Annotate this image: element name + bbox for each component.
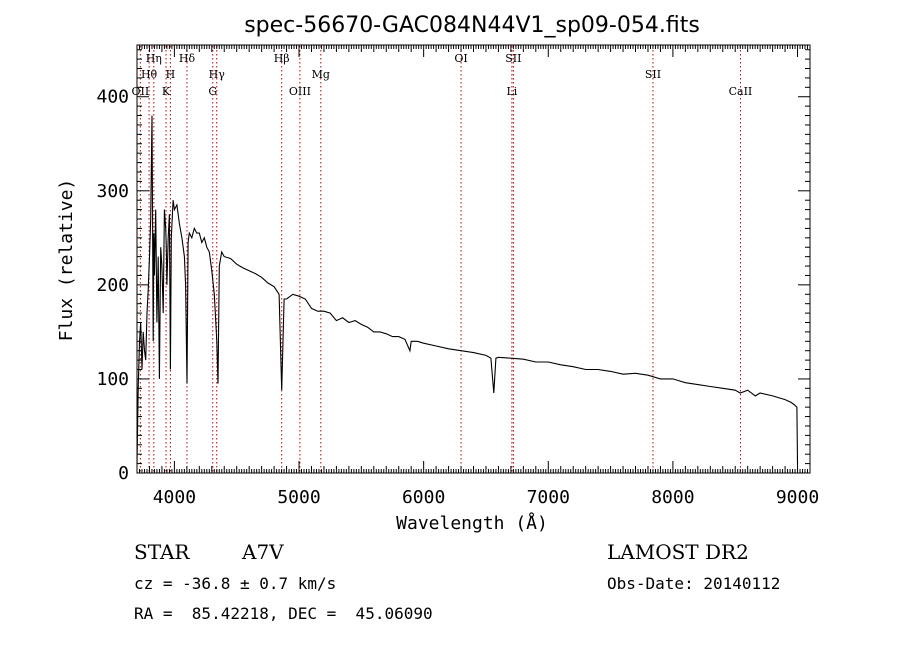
spectral-line-label: OII bbox=[132, 85, 150, 98]
spectral-line-label: OI bbox=[454, 52, 467, 65]
spectrum-line bbox=[136, 115, 799, 464]
spectral-line-label: Hθ bbox=[141, 68, 158, 81]
y-tick-label: 200 bbox=[96, 275, 129, 296]
y-tick-label: 100 bbox=[96, 369, 129, 390]
spectral-line-label: G bbox=[208, 85, 217, 98]
x-tick-label: 8000 bbox=[651, 487, 694, 508]
spectral-line-label: H bbox=[166, 68, 176, 81]
survey-name: LAMOST DR2 bbox=[607, 540, 749, 564]
y-tick-label: 400 bbox=[96, 87, 129, 108]
spectral-line-label: Hδ bbox=[179, 52, 196, 65]
spectral-line-label: Mg bbox=[312, 68, 330, 81]
spectral-line-label: Hη bbox=[146, 52, 162, 65]
y-axis-label: Flux (relative) bbox=[56, 179, 77, 342]
x-tick-label: 6000 bbox=[402, 487, 445, 508]
spectral-line-label: SII bbox=[505, 52, 521, 65]
y-axis: 0 100 200 300 400 bbox=[96, 49, 810, 484]
spectral-line-label: K bbox=[162, 85, 171, 98]
x-tick-label: 5000 bbox=[277, 487, 320, 508]
x-tick-label: 4000 bbox=[153, 487, 196, 508]
ra-dec: RA = 85.42218, DEC = 45.06090 bbox=[134, 604, 433, 623]
y-tick-label: 300 bbox=[96, 181, 129, 202]
spectral-line-label: Li bbox=[506, 85, 517, 98]
plot-frame bbox=[136, 44, 811, 474]
redshift-cz: cz = -36.8 ± 0.7 km/s bbox=[134, 574, 337, 593]
object-class: STAR bbox=[134, 540, 190, 564]
spectral-line-label: OIII bbox=[289, 85, 311, 98]
x-tick-label: 7000 bbox=[527, 487, 570, 508]
observation-date: Obs-Date: 20140112 bbox=[607, 574, 781, 593]
x-tick-label: 9000 bbox=[776, 487, 819, 508]
spectral-line-label: SII bbox=[645, 68, 661, 81]
chart-title: spec-56670-GAC084N44V1_sp09-054.fits bbox=[244, 13, 700, 38]
x-axis: 4000 5000 6000 7000 8000 9000 bbox=[138, 45, 819, 508]
y-tick-label: 0 bbox=[118, 463, 129, 484]
spectral-line-label: Hγ bbox=[209, 68, 226, 81]
spectral-line-label: CaII bbox=[729, 85, 753, 98]
x-axis-label: Wavelength (Å) bbox=[396, 512, 548, 534]
object-subclass: A7V bbox=[242, 540, 284, 564]
spectral-line-label: Hβ bbox=[274, 52, 290, 65]
